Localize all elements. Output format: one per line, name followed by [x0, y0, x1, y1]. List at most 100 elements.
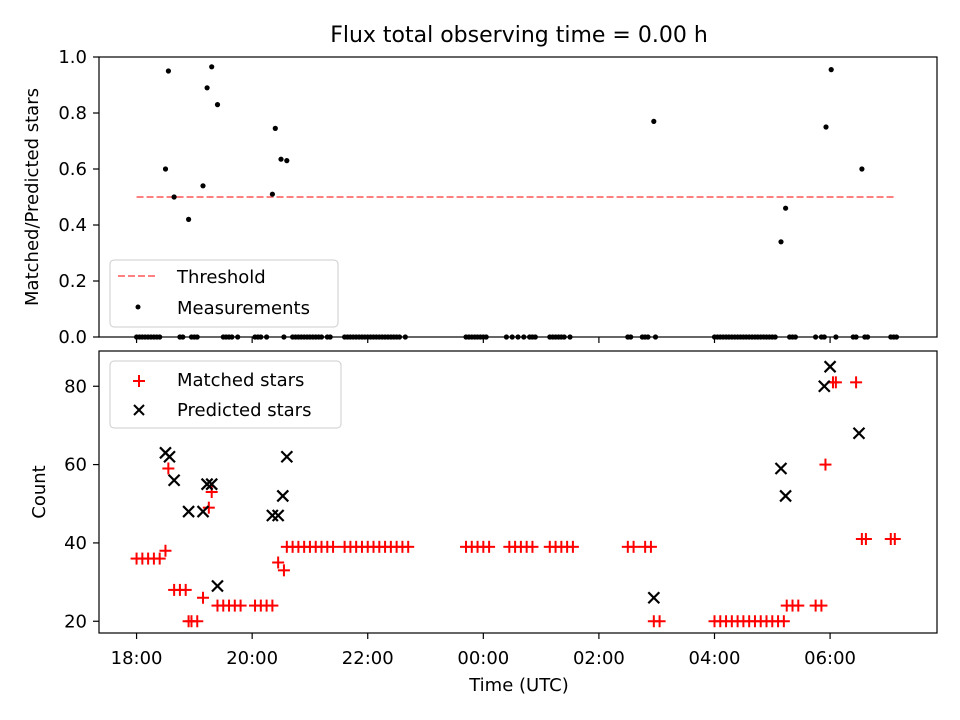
bottom-axes-frame: [98, 350, 938, 634]
matched-star-point: [859, 533, 872, 545]
x-tick-label: 06:00: [804, 648, 856, 669]
measurement-point: [269, 191, 275, 197]
predicted-star-point: [182, 505, 195, 518]
measurement-point: [284, 158, 290, 164]
matched-star-point: [402, 540, 415, 553]
legend-predicted-swatch: [133, 404, 145, 416]
measurement-point: [828, 67, 834, 73]
predicted-star-point: [163, 450, 176, 464]
bottom-axes: 20 40 60 80 18:00 20:00 22:00 00:00 02:00 04:00 06…: [64, 376, 856, 669]
top-y-tick-label: 0.0: [58, 327, 87, 348]
bottom-y-tick-label: 40: [64, 533, 87, 554]
chart-title: Flux total observing time = 0.00 h: [330, 23, 708, 48]
top-y-tick-label: 0.8: [58, 103, 87, 124]
matched-star-point: [850, 376, 863, 389]
measurement-point: [272, 125, 278, 131]
matched-star-point: [277, 564, 290, 577]
bottom-plot-marks: [130, 360, 901, 628]
predicted-star-point: [852, 426, 866, 440]
legend-predicted-label: Predicted stars: [177, 400, 311, 421]
legend-matched-label: Matched stars: [177, 370, 304, 391]
legend-matched-swatch: [133, 375, 145, 387]
legend-measurements-swatch: [135, 304, 141, 310]
matched-star-point: [483, 540, 496, 553]
matched-star-point: [202, 501, 215, 514]
predicted-star-point: [271, 509, 285, 522]
top-y-tick-label: 0.6: [58, 159, 87, 180]
measurement-point: [778, 239, 784, 245]
top-y-tick-label: 0.2: [58, 271, 87, 292]
matched-star-point: [777, 615, 790, 628]
matched-star-point: [234, 599, 247, 612]
predicted-star-point: [280, 450, 294, 464]
matched-star-point: [819, 458, 832, 471]
matched-star-point: [179, 583, 192, 596]
top-axes: 0.0 0.2 0.4 0.6 0.8 1.0: [58, 47, 831, 348]
measurement-point: [783, 205, 789, 211]
measurement-point: [823, 124, 829, 130]
matched-star-point: [815, 599, 828, 612]
matched-star-point: [644, 540, 657, 553]
predicted-star-point: [211, 579, 224, 593]
matched-star-point: [162, 462, 175, 475]
measurement-point: [859, 166, 865, 172]
x-tick-label: 22:00: [342, 648, 394, 669]
matched-star-point: [888, 533, 901, 545]
predicted-star-point: [823, 360, 837, 373]
matched-star-point: [159, 544, 172, 557]
x-tick-label: 02:00: [573, 648, 625, 669]
top-y-axis-label: Matched/Predicted stars: [22, 88, 43, 306]
matched-star-point: [153, 552, 166, 565]
bottom-legend-box: [109, 360, 342, 429]
predicted-star-point: [200, 477, 214, 491]
predicted-star-point: [266, 509, 279, 522]
bottom-y-tick-label: 80: [64, 376, 87, 397]
predicted-star-point: [205, 477, 218, 491]
matched-star-point: [653, 615, 666, 628]
matched-star-point: [327, 540, 340, 553]
predicted-star-point: [779, 489, 792, 503]
predicted-star-point: [167, 473, 181, 487]
bottom-y-tick-label: 60: [64, 455, 87, 476]
x-tick-label: 00:00: [457, 648, 509, 669]
measurement-point: [209, 64, 215, 70]
measurement-point: [214, 102, 221, 108]
top-legend: Threshold Measurements: [109, 259, 339, 328]
matched-star-point: [526, 540, 539, 553]
legend-threshold-label: Threshold: [176, 267, 266, 288]
predicted-star-point: [774, 462, 788, 475]
x-tick-label: 18:00: [111, 648, 163, 669]
predicted-star-point: [276, 489, 290, 503]
matched-star-point: [191, 615, 204, 628]
measurement-point: [204, 85, 210, 91]
top-legend-box: [109, 259, 339, 328]
top-panel: 0.0 0.2 0.4 0.6 0.8 1.0 Matched/Predicted sta…: [22, 47, 938, 348]
matched-star-point: [266, 599, 279, 612]
matched-star-point: [566, 540, 579, 553]
predicted-star-point: [196, 505, 210, 518]
top-axes-frame: [98, 56, 938, 338]
bottom-y-tick-label: 20: [64, 611, 87, 632]
matched-star-point: [272, 556, 285, 569]
matched-star-point: [792, 599, 805, 612]
measurement-point: [651, 118, 657, 124]
top-y-tick-label: 1.0: [58, 47, 87, 68]
top-y-tick-label: 0.4: [58, 215, 87, 236]
bottom-y-axis-label: Count: [29, 465, 50, 518]
matched-star-point: [627, 540, 640, 553]
x-axis-label: Time (UTC): [468, 675, 569, 696]
measurement-point: [200, 183, 206, 189]
bottom-panel: 20 40 60 80 18:00 20:00 22:00 00:00 02:00 04:00 06…: [29, 350, 938, 696]
legend-measurements-label: Measurements: [177, 298, 310, 319]
matched-star-point: [197, 591, 210, 604]
matched-star-point: [829, 376, 842, 389]
measurement-point: [171, 194, 177, 200]
measurement-point: [186, 216, 192, 222]
predicted-star-point: [818, 379, 831, 393]
x-tick-label: 04:00: [689, 648, 741, 669]
predicted-star-point: [647, 591, 661, 605]
measurement-point: [162, 166, 169, 172]
measurement-point: [165, 68, 171, 74]
x-tick-label: 20:00: [226, 648, 278, 669]
